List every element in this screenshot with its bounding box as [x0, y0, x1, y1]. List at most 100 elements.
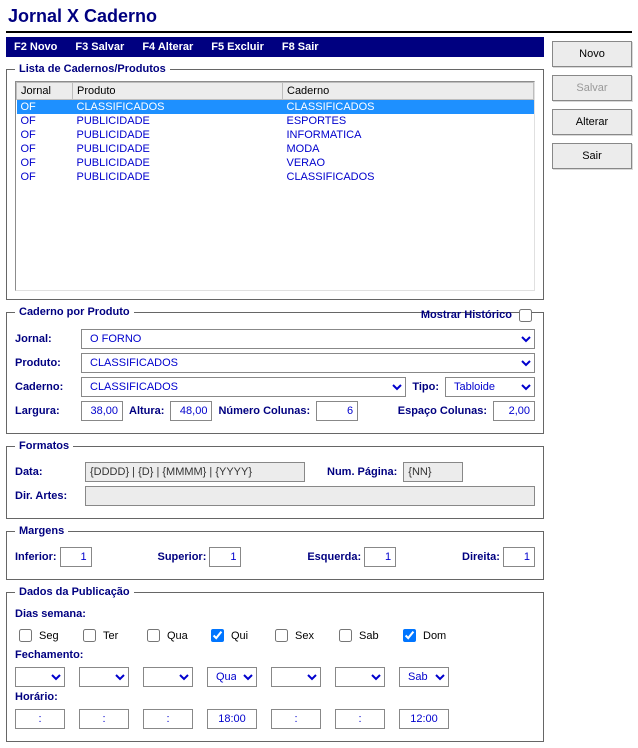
hora-input-sab[interactable] [335, 709, 385, 729]
day-checkbox-dom[interactable] [403, 629, 416, 642]
fech-select-sex[interactable] [271, 667, 321, 687]
mg-legend: Margens [15, 525, 68, 537]
data-input[interactable] [85, 462, 305, 482]
produto-label: Produto: [15, 357, 75, 369]
day-checkbox-qua[interactable] [147, 629, 160, 642]
menu-sair[interactable]: F8 Sair [282, 41, 319, 53]
fech-select-sab[interactable] [335, 667, 385, 687]
fech-select-dom[interactable]: Sab [399, 667, 449, 687]
hora-label: Horário: [15, 691, 99, 703]
produto-select[interactable]: CLASSIFICADOS [81, 353, 535, 373]
cell-jornal: OF [17, 100, 73, 115]
direita-input[interactable] [503, 547, 535, 567]
col-caderno[interactable]: Caderno [283, 83, 534, 100]
formatos-fieldset: Formatos Data: Num. Página: Dir. Artes: [6, 440, 544, 519]
superior-label: Superior: [157, 551, 206, 563]
espcol-input[interactable] [493, 401, 535, 421]
table-row[interactable]: OFPUBLICIDADEMODA [17, 142, 534, 156]
menu-alterar[interactable]: F4 Alterar [142, 41, 193, 53]
day-label-ter: Ter [103, 630, 118, 642]
table-row[interactable]: OFPUBLICIDADEESPORTES [17, 114, 534, 128]
tipo-label: Tipo: [412, 381, 439, 393]
numpag-label: Num. Página: [327, 466, 397, 478]
table-row[interactable]: OFPUBLICIDADEINFORMATICA [17, 128, 534, 142]
menu-salvar[interactable]: F3 Salvar [75, 41, 124, 53]
caderno-select[interactable]: CLASSIFICADOS [81, 377, 406, 397]
numcol-input[interactable] [316, 401, 358, 421]
cell-jornal: OF [17, 156, 73, 170]
jornal-select[interactable]: O FORNO [81, 329, 535, 349]
day-label-seg: Seg [39, 630, 59, 642]
fech-label: Fechamento: [15, 649, 99, 661]
fech-select-seg[interactable] [15, 667, 65, 687]
fech-select-ter[interactable] [79, 667, 129, 687]
menu-excluir[interactable]: F5 Excluir [211, 41, 264, 53]
dirartes-input[interactable] [85, 486, 535, 506]
largura-input[interactable] [81, 401, 123, 421]
superior-input[interactable] [209, 547, 241, 567]
dirartes-label: Dir. Artes: [15, 490, 79, 502]
caderno-label: Caderno: [15, 381, 75, 393]
direita-label: Direita: [462, 551, 500, 563]
hora-input-dom[interactable] [399, 709, 449, 729]
inferior-label: Inferior: [15, 551, 57, 563]
day-label-dom: Dom [423, 630, 446, 642]
espcol-label: Espaço Colunas: [398, 405, 487, 417]
cell-produto: PUBLICIDADE [73, 142, 283, 156]
esquerda-input[interactable] [364, 547, 396, 567]
table-row[interactable]: OFPUBLICIDADEVERAO [17, 156, 534, 170]
mostrar-historico-label: Mostrar Histórico [421, 309, 512, 321]
cp-legend-text: Caderno por Produto [19, 306, 130, 318]
cell-produto: CLASSIFICADOS [73, 100, 283, 115]
day-checkbox-seg[interactable] [19, 629, 32, 642]
data-label: Data: [15, 466, 79, 478]
numcol-label: Número Colunas: [218, 405, 310, 417]
table-row[interactable]: OFPUBLICIDADECLASSIFICADOS [17, 170, 534, 184]
cell-produto: PUBLICIDADE [73, 114, 283, 128]
jornal-label: Jornal: [15, 333, 75, 345]
cell-jornal: OF [17, 142, 73, 156]
fech-select-qua[interactable] [143, 667, 193, 687]
numpag-input[interactable] [403, 462, 463, 482]
day-label-qua: Qua [167, 630, 188, 642]
cell-produto: PUBLICIDADE [73, 128, 283, 142]
day-checkbox-sex[interactable] [275, 629, 288, 642]
hora-input-sex[interactable] [271, 709, 321, 729]
day-checkbox-qui[interactable] [211, 629, 224, 642]
margens-fieldset: Margens Inferior: Superior: Esquerda: Di… [6, 525, 544, 580]
day-checkbox-ter[interactable] [83, 629, 96, 642]
cell-jornal: OF [17, 128, 73, 142]
alterar-button[interactable]: Alterar [552, 109, 632, 135]
hora-input-ter[interactable] [79, 709, 129, 729]
title-divider [6, 31, 632, 33]
inferior-input[interactable] [60, 547, 92, 567]
altura-input[interactable] [170, 401, 212, 421]
esquerda-label: Esquerda: [307, 551, 361, 563]
cell-caderno: CLASSIFICADOS [283, 170, 534, 184]
novo-button[interactable]: Novo [552, 41, 632, 67]
largura-label: Largura: [15, 405, 75, 417]
cell-jornal: OF [17, 170, 73, 184]
hora-input-qui[interactable] [207, 709, 257, 729]
cell-jornal: OF [17, 114, 73, 128]
lista-table-wrap[interactable]: Jornal Produto Caderno OFCLASSIFICADOSCL… [15, 81, 535, 291]
dias-label: Dias semana: [15, 608, 99, 620]
hora-input-qua[interactable] [143, 709, 193, 729]
menu-novo[interactable]: F2 Novo [14, 41, 57, 53]
day-checkbox-sab[interactable] [339, 629, 352, 642]
table-row[interactable]: OFCLASSIFICADOSCLASSIFICADOS [17, 100, 534, 115]
sair-button[interactable]: Sair [552, 143, 632, 169]
salvar-button[interactable]: Salvar [552, 75, 632, 101]
cp-legend: Caderno por Produto [15, 306, 134, 318]
mostrar-historico-checkbox[interactable] [519, 309, 532, 322]
tipo-select[interactable]: Tabloide [445, 377, 535, 397]
hora-input-seg[interactable] [15, 709, 65, 729]
col-produto[interactable]: Produto [73, 83, 283, 100]
fech-select-qui[interactable]: Qua [207, 667, 257, 687]
col-jornal[interactable]: Jornal [17, 83, 73, 100]
page-title: Jornal X Caderno [6, 6, 632, 29]
day-label-sab: Sab [359, 630, 379, 642]
cell-caderno: VERAO [283, 156, 534, 170]
day-label-qui: Qui [231, 630, 248, 642]
cell-caderno: INFORMATICA [283, 128, 534, 142]
